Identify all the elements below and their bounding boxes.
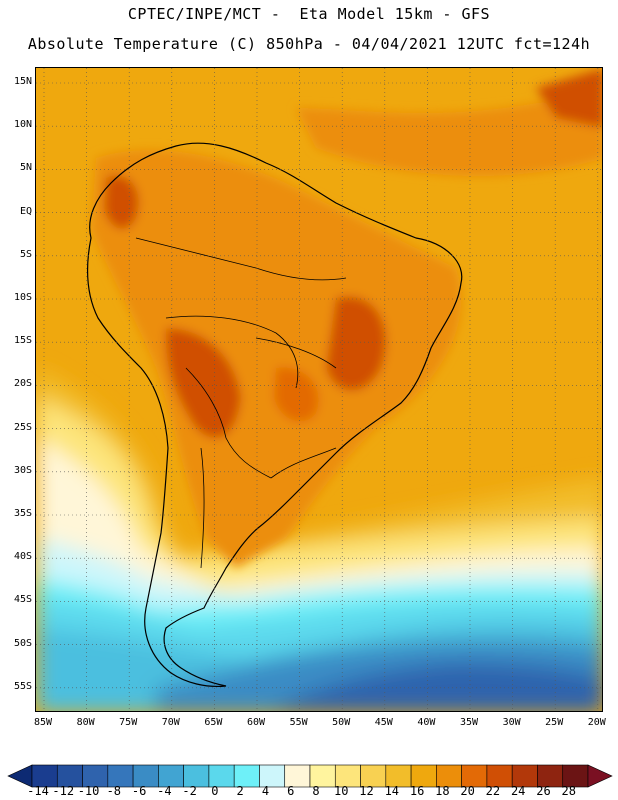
- temperature-map: [35, 67, 603, 712]
- temperature-field: [36, 68, 602, 711]
- lat-label: 15N: [13, 76, 32, 87]
- colorbar-tick-label: 10: [334, 784, 349, 798]
- lat-label: 45S: [13, 594, 32, 606]
- lat-label: 55S: [13, 680, 32, 692]
- lon-label: 25W: [545, 717, 564, 728]
- coastline: [86, 142, 463, 688]
- lat-label: 5N: [19, 162, 32, 174]
- southern-cool-bands: [36, 368, 602, 711]
- lon-label: 85W: [33, 717, 53, 728]
- colorbar-tick-label: -14: [27, 784, 49, 798]
- colorbar-tick-label: -8: [106, 784, 122, 798]
- lat-label: 40S: [13, 551, 32, 563]
- lon-label: 60W: [246, 717, 266, 728]
- colorbar-tick-label: 2: [236, 784, 244, 798]
- colorbar-over-arrow: [587, 764, 613, 788]
- colorbar-tick-label: 6: [287, 784, 295, 798]
- colorbar-tick-label: 24: [510, 784, 526, 798]
- lon-label: 80W: [76, 717, 95, 728]
- lat-label: 10S: [13, 292, 32, 303]
- lat-label: 30S: [13, 464, 32, 476]
- colorbar-tick-label: -2: [182, 784, 197, 798]
- colorbar-tick-label: -12: [52, 784, 75, 798]
- country-borders: [135, 237, 347, 569]
- colorbar-tick-label: 22: [485, 784, 501, 798]
- continental-warm-areas: [91, 68, 602, 568]
- colorbar-tick-label: 0: [211, 784, 219, 798]
- lon-label: 70W: [161, 717, 180, 728]
- lat-label: 35S: [13, 508, 32, 519]
- colorbar-tick-label: -6: [131, 784, 147, 798]
- lon-label: 65W: [204, 717, 223, 728]
- lon-label: 55W: [289, 717, 308, 728]
- lon-label: 35W: [459, 717, 479, 728]
- lat-label: 15S: [13, 335, 32, 347]
- lon-label: 50W: [332, 717, 351, 728]
- lon-label: 30W: [502, 717, 521, 728]
- lon-label: 45W: [374, 717, 393, 728]
- colorbar: [7, 764, 613, 788]
- lat-label: 10N: [13, 119, 32, 131]
- colorbar-tick-label: 16: [409, 784, 425, 798]
- colorbar-tick-label: 8: [312, 784, 320, 798]
- colorbar-tick-label: 28: [561, 784, 576, 798]
- colorbar-tick-label: 26: [536, 784, 551, 798]
- colorbar-tick-label: -10: [77, 784, 100, 798]
- lon-label: 75W: [119, 717, 138, 728]
- colorbar-tick-label: 4: [261, 784, 270, 798]
- colorbar-tick-label: 14: [384, 784, 400, 798]
- lon-label: 20W: [587, 717, 606, 728]
- colorbar-tick-label: -4: [157, 784, 172, 798]
- map-title-line2: Absolute Temperature (C) 850hPa - 04/04/…: [27, 35, 591, 53]
- lat-label: EQ: [19, 205, 32, 217]
- colorbar-tick-label: 20: [460, 784, 475, 798]
- map-title-line1: CPTEC/INPE/MCT - Eta Model 15km - GFS: [127, 5, 491, 23]
- lat-label: 50S: [13, 637, 32, 649]
- colorbar-tick-label: 12: [359, 784, 374, 798]
- lat-label: 5S: [19, 248, 32, 260]
- lat-label: 20S: [13, 378, 32, 390]
- colorbar-tick-label: 18: [435, 784, 450, 798]
- lat-label: 25S: [13, 421, 32, 433]
- graticule: [36, 68, 602, 711]
- lon-label: 40W: [417, 717, 436, 728]
